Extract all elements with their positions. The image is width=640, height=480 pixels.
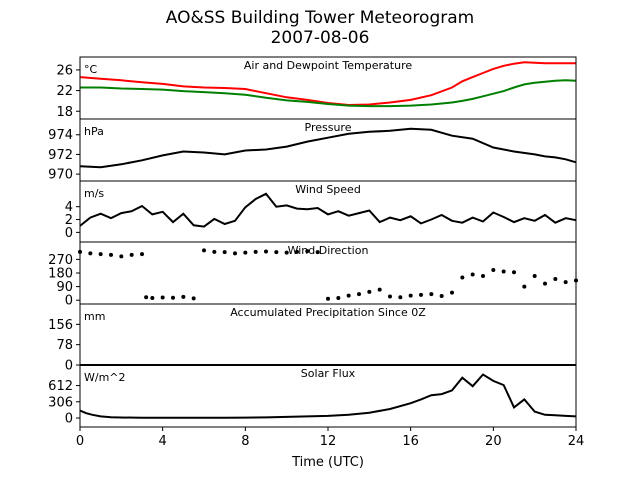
data-point	[150, 295, 155, 300]
data-point	[98, 252, 103, 257]
x-axis-label: Time (UTC)	[291, 455, 364, 470]
data-point	[119, 254, 124, 259]
y-tick-label: 0	[65, 411, 73, 426]
data-point	[202, 248, 206, 253]
y-tick-label: 4	[65, 200, 73, 215]
panel-title: Air and Dewpoint Temperature	[244, 59, 412, 72]
y-tick-label: 306	[48, 395, 73, 410]
data-point	[326, 296, 330, 301]
data-point	[450, 290, 454, 295]
data-point	[212, 249, 217, 254]
data-point	[243, 250, 248, 255]
unit-label: °C	[84, 63, 98, 76]
data-point	[253, 249, 258, 254]
data-point	[522, 284, 527, 289]
x-tick-label: 4	[159, 434, 167, 449]
unit-label: hPa	[84, 125, 104, 138]
series-line	[79, 192, 577, 228]
data-point	[532, 274, 537, 279]
data-point	[284, 250, 289, 255]
data-point	[274, 250, 279, 255]
y-tick-label: 180	[48, 267, 73, 282]
chart-subtitle: 2007-08-06	[270, 28, 370, 48]
series-line	[79, 61, 576, 107]
panel-title: Solar Flux	[301, 367, 356, 380]
panel-title: Wind Direction	[288, 244, 369, 257]
y-tick-label: 0	[65, 226, 73, 241]
data-point	[408, 293, 413, 298]
data-point	[491, 267, 496, 272]
unit-label: W/m^2	[84, 371, 126, 384]
y-tick-label: 22	[56, 84, 73, 99]
data-point	[460, 275, 465, 280]
x-tick-label: 20	[485, 434, 502, 449]
data-point	[419, 292, 423, 297]
data-point	[129, 252, 134, 257]
data-point	[264, 249, 268, 254]
y-tick-label: 26	[56, 63, 73, 78]
data-point	[88, 251, 93, 256]
data-point	[336, 295, 341, 300]
data-point	[160, 295, 165, 300]
data-point	[315, 250, 320, 255]
y-tick-label: 612	[48, 379, 73, 394]
y-tick-label: 156	[48, 318, 73, 333]
y-tick-label: 970	[48, 168, 73, 183]
panel-title: Pressure	[305, 121, 352, 134]
y-tick-label: 18	[56, 105, 73, 120]
series-line	[79, 373, 577, 419]
data-point	[512, 270, 516, 275]
data-point	[109, 252, 113, 257]
data-point	[388, 294, 392, 299]
y-tick-label: 0	[65, 294, 73, 309]
series-line	[79, 127, 577, 169]
x-tick-label: 12	[320, 434, 337, 449]
x-tick-label: 16	[402, 434, 419, 449]
unit-label: m/s	[84, 187, 104, 200]
data-point	[367, 289, 372, 294]
data-point	[377, 287, 382, 292]
y-tick-label: 2	[65, 213, 73, 228]
data-point	[181, 294, 186, 299]
data-point	[398, 295, 403, 300]
data-point	[295, 249, 299, 254]
data-point	[439, 293, 444, 298]
data-point	[346, 293, 351, 298]
data-point	[191, 296, 196, 301]
panel-title: Wind Speed	[295, 183, 361, 196]
data-point	[305, 249, 310, 254]
y-tick-label: 78	[56, 338, 73, 353]
data-point	[501, 269, 506, 274]
x-tick-label: 24	[568, 434, 585, 449]
panel-title: Accumulated Precipitation Since 0Z	[230, 306, 426, 319]
data-point	[222, 250, 227, 255]
unit-label: mm	[84, 310, 105, 323]
data-point	[470, 272, 475, 277]
data-point	[543, 281, 547, 286]
series-line	[80, 79, 577, 108]
x-tick-label: 8	[241, 434, 249, 449]
data-point	[563, 280, 568, 285]
data-point	[140, 252, 144, 257]
x-tick-label: 0	[76, 434, 84, 449]
data-point	[171, 295, 175, 300]
y-tick-label: 972	[48, 148, 73, 163]
chart-title: AO&SS Building Tower Meteorogram	[165, 8, 475, 28]
y-tick-label: 90	[56, 280, 73, 295]
y-tick-label: 974	[48, 128, 73, 143]
data-point	[144, 295, 149, 300]
data-point	[357, 292, 361, 297]
data-point	[429, 292, 434, 297]
data-point	[233, 251, 237, 256]
y-tick-label: 270	[48, 253, 73, 268]
y-tick-label: 0	[65, 359, 73, 374]
data-point	[481, 274, 485, 279]
data-point	[553, 277, 558, 282]
